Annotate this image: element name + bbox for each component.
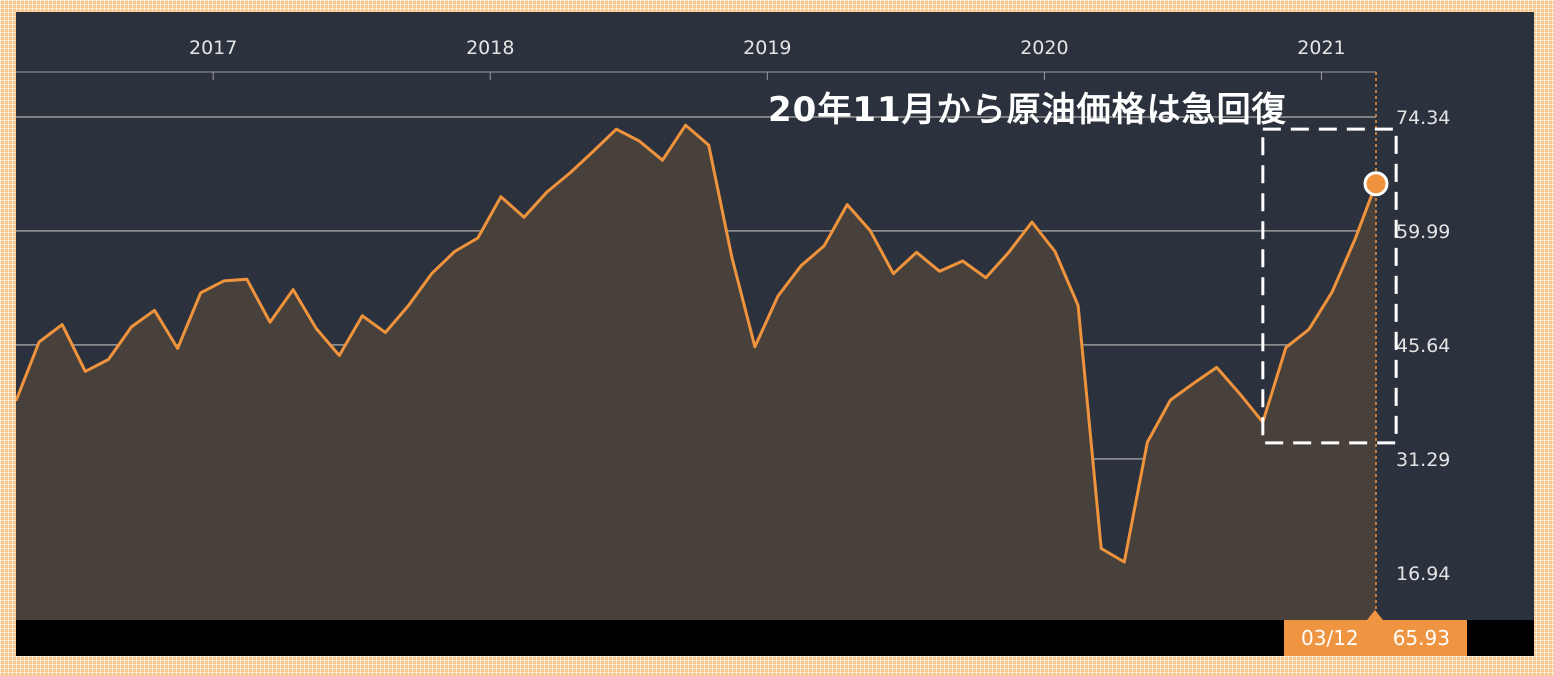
badge-date: 03/12	[1301, 626, 1359, 650]
x-tick-label: 2017	[189, 37, 237, 59]
chart-frame: 16.94 31.29 45.64 59.99 74.34 2017 2018 2019 20…	[16, 12, 1534, 656]
badge-value: 65.93	[1392, 626, 1450, 650]
y-tick-label: 16.94	[1396, 563, 1450, 585]
price-area	[16, 125, 1376, 620]
x-tick-label: 2019	[743, 37, 791, 59]
y-tick-label: 45.64	[1396, 335, 1450, 357]
highlight-box	[1261, 127, 1398, 445]
y-tick-label: 74.34	[1396, 107, 1450, 129]
x-tick-label: 2020	[1020, 37, 1068, 59]
x-tick-label: 2021	[1297, 37, 1345, 59]
last-value-badge: 03/12 65.93	[1284, 620, 1467, 656]
y-tick-label: 59.99	[1396, 221, 1450, 243]
x-tick-label: 2018	[466, 37, 514, 59]
price-line	[16, 123, 1378, 564]
chart-annotation: 20年11月から原油価格は急回復	[768, 90, 1287, 130]
last-point-marker	[1363, 171, 1389, 197]
price-chart: 16.94 31.29 45.64 59.99 74.34 2017 2018 2019 20…	[16, 37, 1450, 620]
y-tick-label: 31.29	[1396, 449, 1450, 471]
badge-pointer	[1367, 610, 1383, 620]
bottom-bar	[16, 620, 1534, 656]
